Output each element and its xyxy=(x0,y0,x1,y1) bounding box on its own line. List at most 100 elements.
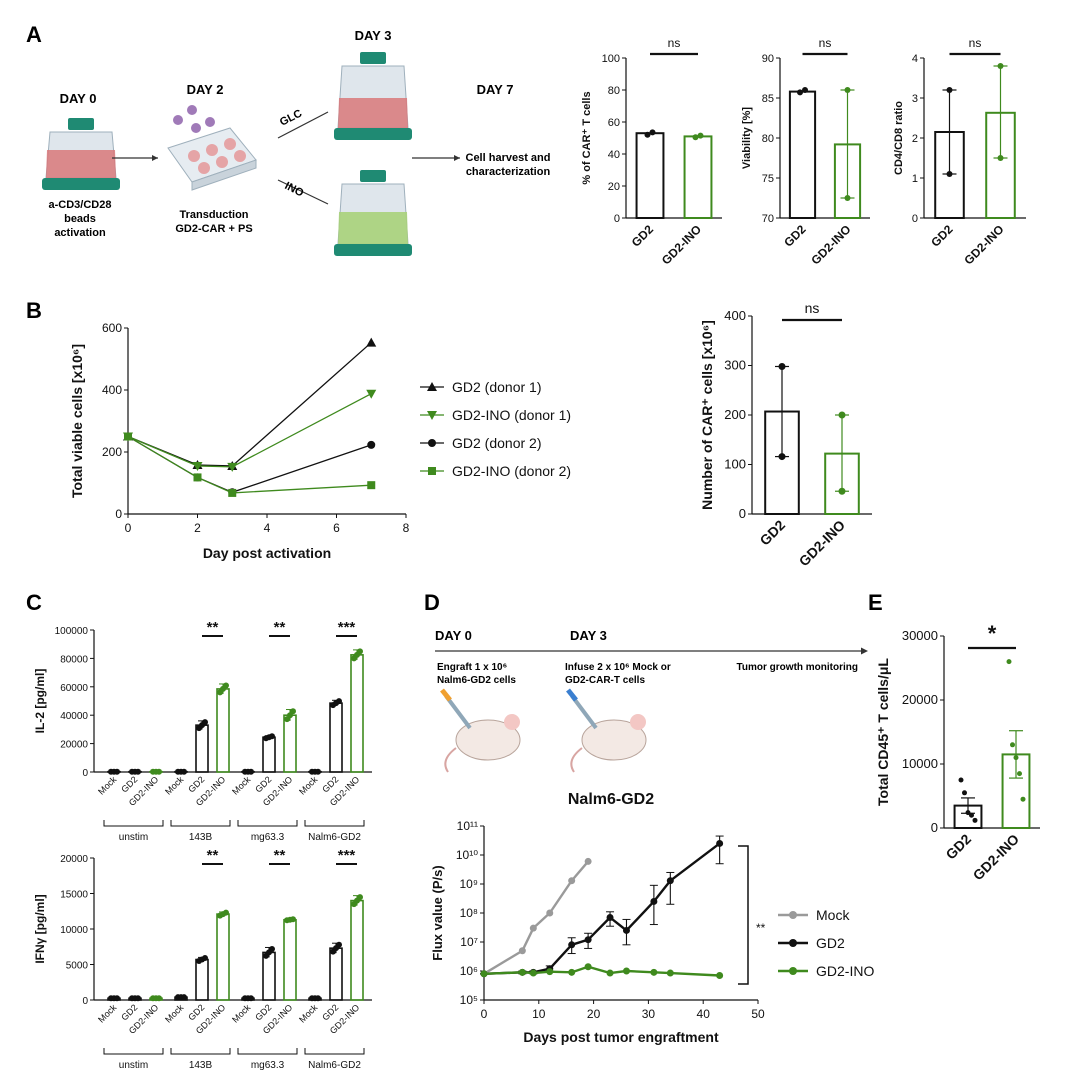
legend-marker xyxy=(427,382,437,391)
data-point xyxy=(697,132,704,139)
y-axis-label: % of CAR⁺ T cells xyxy=(581,91,593,184)
data-point xyxy=(366,337,377,347)
significance-label: ** xyxy=(207,619,219,636)
x-tick-label: 20 xyxy=(587,1007,601,1021)
y-tick-label: 10⁸ xyxy=(460,906,478,920)
significance-label: ns xyxy=(819,36,832,50)
y-tick-label: 5000 xyxy=(66,961,89,972)
y-tick-label: 10⁹ xyxy=(460,877,479,891)
data-point xyxy=(192,461,203,471)
x-tick-label: Mock xyxy=(96,774,119,797)
panel-label-d: D xyxy=(424,590,440,615)
y-tick-label: 400 xyxy=(102,383,122,397)
y-tick-label: 3 xyxy=(912,93,918,105)
y-tick-label: 70 xyxy=(762,213,774,225)
ino-label: INO xyxy=(283,180,306,200)
y-tick-label: 1 xyxy=(912,173,918,185)
data-point xyxy=(650,897,658,905)
data-point xyxy=(181,994,187,1001)
data-point xyxy=(606,913,614,921)
significance-label: ** xyxy=(207,847,219,864)
y-tick-label: 200 xyxy=(724,407,746,422)
significance-label: * xyxy=(988,621,997,646)
chart-a3: 0 1 2 3 4 GD2 GD2-INO ns CD4/CD8 ratio xyxy=(893,36,1026,267)
x-tick-label: Mock xyxy=(163,774,186,797)
bar xyxy=(683,135,713,219)
data-point xyxy=(622,967,630,975)
significance-bracket xyxy=(738,845,749,985)
panel-label-e: E xyxy=(868,590,883,615)
panel-label-a: A xyxy=(26,22,42,47)
infuse-line-1: Infuse 2 x 10⁶ Mock or xyxy=(565,662,671,673)
y-tick-label: 10⁶ xyxy=(460,964,478,978)
group-label: unstim xyxy=(119,832,148,843)
y-tick-label: 85 xyxy=(762,93,774,105)
arrow-ino-icon xyxy=(277,179,329,205)
x-tick-label: Mock xyxy=(230,1002,253,1025)
y-tick-label: 0 xyxy=(614,213,620,225)
legend-marker xyxy=(428,467,436,475)
data-point xyxy=(650,968,658,976)
y-tick-label: 80 xyxy=(608,85,620,97)
data-point xyxy=(716,839,724,847)
series-line xyxy=(127,435,372,494)
data-point xyxy=(156,995,162,1002)
y-tick-label: 90 xyxy=(762,53,774,65)
data-point xyxy=(778,453,786,461)
data-point xyxy=(716,971,724,979)
x-tick-label: GD2-INO xyxy=(970,831,1023,884)
x-tick-label: Mock xyxy=(230,774,253,797)
data-point xyxy=(838,411,846,419)
data-point xyxy=(518,947,526,955)
y-tick-label: 10⁵ xyxy=(460,993,478,1007)
significance-label: *** xyxy=(338,619,356,636)
y-tick-label: 4 xyxy=(912,53,918,65)
data-point xyxy=(969,812,974,818)
transduction-line-2: GD2-CAR + PS xyxy=(175,223,252,235)
data-point xyxy=(946,171,953,177)
data-point xyxy=(568,941,576,949)
chart-a2: 70 75 80 85 90 GD2 GD2-INO ns Viability [%] xyxy=(741,36,870,267)
data-point xyxy=(644,131,651,138)
series-line xyxy=(483,860,590,975)
y-tick-label: 40000 xyxy=(60,711,88,722)
significance-label: *** xyxy=(338,847,356,864)
group-label: Nalm6-GD2 xyxy=(308,832,361,843)
data-point xyxy=(156,768,162,775)
significance-label: ns xyxy=(668,36,681,50)
series-line xyxy=(483,842,721,976)
y-tick-label: 20000 xyxy=(60,854,88,865)
y-tick-label: 600 xyxy=(102,321,122,335)
y-axis-label: CD4/CD8 ratio xyxy=(893,101,905,175)
x-tick-label: Mock xyxy=(297,1002,320,1025)
flask-ino-icon xyxy=(334,170,412,256)
monitor-label: Tumor growth monitoring xyxy=(737,662,858,673)
legend-label: GD2 xyxy=(816,935,845,951)
x-tick-label: 6 xyxy=(333,521,340,535)
data-point xyxy=(1006,659,1012,665)
y-axis-label: Total viable cells [x10⁶] xyxy=(69,344,85,498)
data-point xyxy=(844,195,851,201)
group-label: Nalm6-GD2 xyxy=(308,1060,361,1071)
x-tick-label: 40 xyxy=(697,1007,711,1021)
y-tick-label: 40 xyxy=(608,149,620,161)
significance-label: ns xyxy=(969,36,982,50)
data-point xyxy=(797,89,803,96)
data-point xyxy=(546,909,554,917)
y-axis-label: Viability [%] xyxy=(741,107,753,169)
x-tick-label: 50 xyxy=(751,1007,765,1021)
x-tick-label: GD2 xyxy=(629,222,657,250)
bar xyxy=(350,899,364,1001)
y-tick-label: 0 xyxy=(739,506,746,521)
data-point xyxy=(290,916,296,923)
data-point xyxy=(997,63,1004,69)
data-point xyxy=(181,768,187,775)
data-point xyxy=(202,719,208,726)
bar xyxy=(329,702,343,773)
legend-marker xyxy=(789,967,797,975)
y-tick-label: 60 xyxy=(608,117,620,129)
